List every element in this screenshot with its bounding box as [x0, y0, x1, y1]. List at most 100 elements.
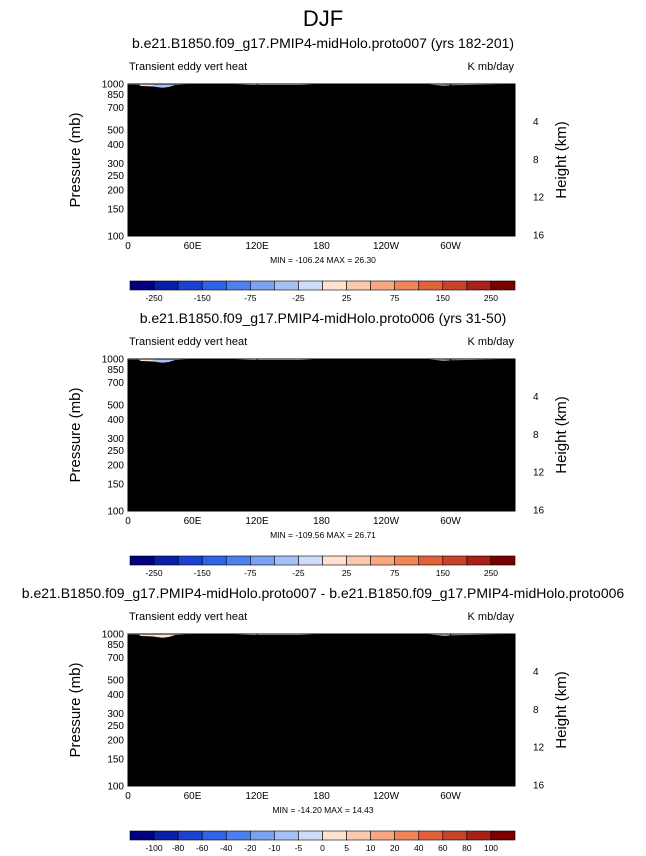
chart-panel-1: b.e21.B1850.f09_g17.PMIP4-midHolo.proto0…: [67, 35, 570, 303]
units-label: K mb/day: [468, 336, 515, 348]
colorbar-label: -250: [146, 293, 163, 303]
y-axis-label: Pressure (mb): [67, 387, 84, 482]
colorbar-label: -25: [292, 568, 305, 578]
y-tick-label: 1000: [102, 355, 125, 366]
y-tick-label: 150: [107, 205, 124, 216]
colorbar-box: [322, 280, 347, 291]
y-tick-label: 250: [107, 721, 124, 732]
colorbar-label: -250: [146, 568, 163, 578]
colorbar-box: [153, 830, 179, 841]
y-right-tick-label: 12: [533, 193, 545, 204]
colorbar-label: -10: [268, 843, 281, 851]
x-tick-label: 60E: [184, 241, 202, 252]
colorbar-label: 60: [438, 843, 448, 851]
colorbar-box: [177, 555, 203, 566]
colorbar-box: [490, 555, 516, 566]
figure-title: DJF: [303, 6, 343, 31]
terrain-mask: [128, 84, 515, 236]
colorbar-box: [394, 830, 420, 841]
units-label: K mb/day: [468, 611, 515, 623]
variable-label: Transient eddy vert heat: [129, 611, 247, 623]
y-tick-label: 200: [107, 186, 124, 197]
colorbar-label: -25: [292, 293, 305, 303]
x-tick-label: 120E: [245, 241, 269, 252]
colorbar-box: [370, 280, 395, 291]
colorbar-box: [394, 555, 420, 566]
colorbar-box: [442, 555, 468, 566]
stats-label: MIN = -14.20 MAX = 14.43: [272, 805, 373, 815]
colorbar-label: -150: [194, 568, 211, 578]
colorbar-box: [274, 830, 299, 841]
x-tick-label: 60W: [440, 241, 461, 252]
colorbar-box: [442, 830, 468, 841]
y-tick-label: 150: [107, 480, 124, 491]
y-tick-label: 200: [107, 461, 124, 472]
colorbar-box: [418, 280, 444, 291]
colorbar-label: 150: [436, 293, 450, 303]
colorbar-box: [322, 555, 347, 566]
terrain-mask: [128, 634, 515, 786]
colorbar-box: [201, 830, 227, 841]
chart-title: b.e21.B1850.f09_g17.PMIP4-midHolo.proto0…: [22, 585, 625, 601]
y-tick-label: 200: [107, 736, 124, 747]
y-tick-label: 300: [107, 434, 124, 445]
colorbar-box: [201, 555, 227, 566]
colorbar-label: 10: [366, 843, 376, 851]
x-tick-label: 120W: [373, 241, 400, 252]
colorbar-box: [346, 830, 371, 841]
colorbar-label: -75: [244, 568, 257, 578]
y-tick-label: 300: [107, 159, 124, 170]
colorbar-box: [274, 280, 299, 291]
y-tick-label: 400: [107, 690, 124, 701]
colorbar-label: 75: [390, 293, 400, 303]
x-tick-label: 120W: [373, 791, 400, 802]
x-tick-label: 0: [125, 516, 131, 527]
y-tick-label: 100: [107, 507, 124, 518]
colorbar-box: [225, 555, 251, 566]
colorbar-box: [346, 280, 371, 291]
chart-title: b.e21.B1850.f09_g17.PMIP4-midHolo.proto0…: [140, 310, 507, 326]
x-tick-label: 60W: [440, 791, 461, 802]
colorbar-label: -75: [244, 293, 257, 303]
y-right-tick-label: 12: [533, 743, 545, 754]
y-right-tick-label: 4: [533, 392, 539, 403]
colorbar-label: 250: [484, 568, 498, 578]
colorbar-box: [442, 280, 468, 291]
y-tick-label: 300: [107, 709, 124, 720]
x-tick-label: 120W: [373, 516, 400, 527]
colorbar-box: [129, 830, 155, 841]
y-right-tick-label: 16: [533, 780, 545, 791]
colorbar-box: [466, 830, 492, 841]
y-tick-label: 150: [107, 755, 124, 766]
colorbar-box: [225, 280, 251, 291]
y-tick-label: 700: [107, 378, 124, 389]
colorbar-box: [298, 280, 323, 291]
colorbar-box: [466, 555, 492, 566]
y-right-axis-label: Height (km): [553, 671, 570, 749]
colorbar-box: [225, 830, 251, 841]
x-tick-label: 60E: [184, 516, 202, 527]
colorbar-label: 80: [462, 843, 472, 851]
colorbar-label: -60: [196, 843, 209, 851]
y-right-tick-label: 4: [533, 117, 539, 128]
colorbar-box: [177, 280, 203, 291]
colorbar-box: [129, 555, 155, 566]
colorbar-box: [418, 555, 444, 566]
colorbar-box: [298, 830, 323, 841]
y-right-tick-label: 16: [533, 230, 545, 241]
y-axis-label: Pressure (mb): [67, 112, 84, 207]
y-tick-label: 1000: [102, 630, 125, 641]
x-tick-label: 0: [125, 791, 131, 802]
colorbar-label: 40: [414, 843, 424, 851]
y-right-tick-label: 4: [533, 667, 539, 678]
y-axis-label: Pressure (mb): [67, 662, 84, 757]
variable-label: Transient eddy vert heat: [129, 336, 247, 348]
colorbar-label: 150: [436, 568, 450, 578]
x-tick-label: 120E: [245, 516, 269, 527]
colorbar-box: [250, 555, 275, 566]
variable-label: Transient eddy vert heat: [129, 61, 247, 73]
y-right-axis-label: Height (km): [553, 396, 570, 474]
colorbar-label: -40: [220, 843, 233, 851]
